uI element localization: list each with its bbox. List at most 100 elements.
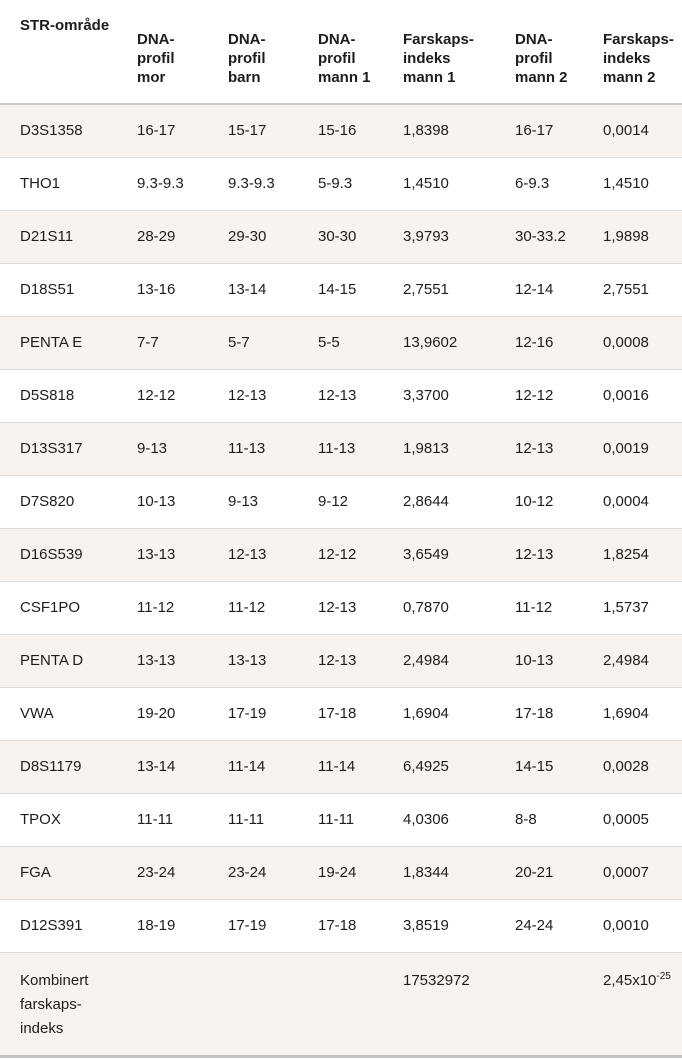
cell-barn: 17-19 <box>228 687 318 741</box>
cell-mann1: 17-18 <box>318 687 403 741</box>
table-row: D21S11 28-29 29-30 30-30 3,9793 30-33.2 1,9898 <box>0 210 682 264</box>
cell-mann2: 20-21 <box>515 846 603 900</box>
cell-locus: D7S820 <box>0 475 137 529</box>
table-row: FGA 23-24 23-24 19-24 1,8344 20-21 0,0007 <box>0 846 682 900</box>
cell-mann2: 24-24 <box>515 899 603 953</box>
cell-locus: D13S317 <box>0 422 137 476</box>
cell-mann1: 12-13 <box>318 581 403 635</box>
column-header-str-omrade: STR-område <box>0 0 137 105</box>
cell-locus: D5S818 <box>0 369 137 423</box>
cell-locus: FGA <box>0 846 137 900</box>
cell-barn: 11-13 <box>228 422 318 476</box>
cell-mor: 28-29 <box>137 210 228 264</box>
cell-combined-label: Kombinert farskaps- indeks <box>0 952 137 1055</box>
cell-barn: 12-13 <box>228 369 318 423</box>
cell-fi-mann2: 1,6904 <box>603 687 682 741</box>
cell-mann2: 12-16 <box>515 316 603 370</box>
cell-mor: 11-12 <box>137 581 228 635</box>
cell-mor: 9.3-9.3 <box>137 157 228 211</box>
cell-barn: 13-13 <box>228 634 318 688</box>
cell-fi-mann2: 1,4510 <box>603 157 682 211</box>
cell-empty <box>137 952 228 1055</box>
cell-empty <box>318 952 403 1055</box>
header-row: STR-område DNA- profil mor DNA- profil b… <box>0 0 682 105</box>
cell-mann2: 30-33.2 <box>515 210 603 264</box>
column-header-dna-profil-mann-1: DNA- profil mann 1 <box>318 0 403 105</box>
cell-mann1: 15-16 <box>318 103 403 158</box>
table-row: D12S391 18-19 17-19 17-18 3,8519 24-24 0,0010 <box>0 899 682 953</box>
table-row: THO1 9.3-9.3 9.3-9.3 5-9.3 1,4510 6-9.3 1,4510 <box>0 157 682 211</box>
cell-mor: 10-13 <box>137 475 228 529</box>
table-row: PENTA E 7-7 5-7 5-5 13,9602 12-16 0,0008 <box>0 316 682 370</box>
cell-locus: CSF1PO <box>0 581 137 635</box>
cell-locus: TPOX <box>0 793 137 847</box>
table-row: D13S317 9-13 11-13 11-13 1,9813 12-13 0,0019 <box>0 422 682 476</box>
column-header-farskapsindeks-mann-2: Farskaps- indeks mann 2 <box>603 0 682 105</box>
cell-mann2: 6-9.3 <box>515 157 603 211</box>
cell-fi-mann1: 3,9793 <box>403 210 515 264</box>
cell-fi-mann2: 0,0010 <box>603 899 682 953</box>
cell-barn: 9.3-9.3 <box>228 157 318 211</box>
cell-locus: PENTA D <box>0 634 137 688</box>
cell-mann1: 30-30 <box>318 210 403 264</box>
combined-index-row: Kombinert farskaps- indeks 17532972 2,45… <box>0 952 682 1055</box>
combined-fi-mann-2-exponent: -25 <box>656 971 671 982</box>
cell-mann1: 19-24 <box>318 846 403 900</box>
cell-locus: D16S539 <box>0 528 137 582</box>
cell-fi-mann1: 3,3700 <box>403 369 515 423</box>
table-row: D8S1179 13-14 11-14 11-14 6,4925 14-15 0,0028 <box>0 740 682 794</box>
cell-mann1: 11-11 <box>318 793 403 847</box>
cell-barn: 13-14 <box>228 263 318 317</box>
table-row: D18S51 13-16 13-14 14-15 2,7551 12-14 2,7551 <box>0 263 682 317</box>
cell-mor: 13-13 <box>137 634 228 688</box>
cell-barn: 11-11 <box>228 793 318 847</box>
cell-barn: 11-12 <box>228 581 318 635</box>
cell-mann1: 17-18 <box>318 899 403 953</box>
cell-mor: 13-16 <box>137 263 228 317</box>
cell-fi-mann1: 13,9602 <box>403 316 515 370</box>
cell-mann2: 8-8 <box>515 793 603 847</box>
cell-fi-mann1: 1,8398 <box>403 103 515 158</box>
cell-empty <box>228 952 318 1055</box>
cell-mann2: 12-13 <box>515 528 603 582</box>
table-row: CSF1PO 11-12 11-12 12-13 0,7870 11-12 1,5737 <box>0 581 682 635</box>
column-header-dna-profil-barn: DNA- profil barn <box>228 0 318 105</box>
cell-barn: 17-19 <box>228 899 318 953</box>
table-row: D3S1358 16-17 15-17 15-16 1,8398 16-17 0,0014 <box>0 103 682 158</box>
cell-mann2: 12-12 <box>515 369 603 423</box>
cell-fi-mann2: 0,0014 <box>603 103 682 158</box>
table-row: D5S818 12-12 12-13 12-13 3,3700 12-12 0,0016 <box>0 369 682 423</box>
cell-locus: THO1 <box>0 157 137 211</box>
cell-locus: D18S51 <box>0 263 137 317</box>
table-row: D16S539 13-13 12-13 12-12 3,6549 12-13 1,8254 <box>0 528 682 582</box>
cell-fi-mann2: 0,0016 <box>603 369 682 423</box>
column-header-dna-profil-mor: DNA- profil mor <box>137 0 228 105</box>
cell-fi-mann2: 0,0005 <box>603 793 682 847</box>
cell-barn: 5-7 <box>228 316 318 370</box>
cell-fi-mann2: 2,4984 <box>603 634 682 688</box>
cell-mann2: 14-15 <box>515 740 603 794</box>
cell-mann2: 16-17 <box>515 103 603 158</box>
cell-mann2: 11-12 <box>515 581 603 635</box>
cell-mor: 9-13 <box>137 422 228 476</box>
cell-locus: D3S1358 <box>0 103 137 158</box>
table-footer: Kombinert farskaps- indeks 17532972 2,45… <box>0 952 682 1055</box>
cell-fi-mann1: 1,6904 <box>403 687 515 741</box>
cell-mann2: 10-12 <box>515 475 603 529</box>
cell-fi-mann1: 3,6549 <box>403 528 515 582</box>
table-row: PENTA D 13-13 13-13 12-13 2,4984 10-13 2,4984 <box>0 634 682 688</box>
cell-fi-mann2: 0,0007 <box>603 846 682 900</box>
cell-barn: 9-13 <box>228 475 318 529</box>
cell-mann1: 5-9.3 <box>318 157 403 211</box>
cell-mann1: 9-12 <box>318 475 403 529</box>
cell-mann2: 12-13 <box>515 422 603 476</box>
cell-empty <box>515 952 603 1055</box>
cell-mor: 12-12 <box>137 369 228 423</box>
cell-fi-mann2: 1,5737 <box>603 581 682 635</box>
column-header-dna-profil-mann-2: DNA- profil mann 2 <box>515 0 603 105</box>
table-row: TPOX 11-11 11-11 11-11 4,0306 8-8 0,0005 <box>0 793 682 847</box>
cell-mann1: 11-13 <box>318 422 403 476</box>
cell-mann1: 14-15 <box>318 263 403 317</box>
cell-locus: PENTA E <box>0 316 137 370</box>
cell-mann2: 10-13 <box>515 634 603 688</box>
